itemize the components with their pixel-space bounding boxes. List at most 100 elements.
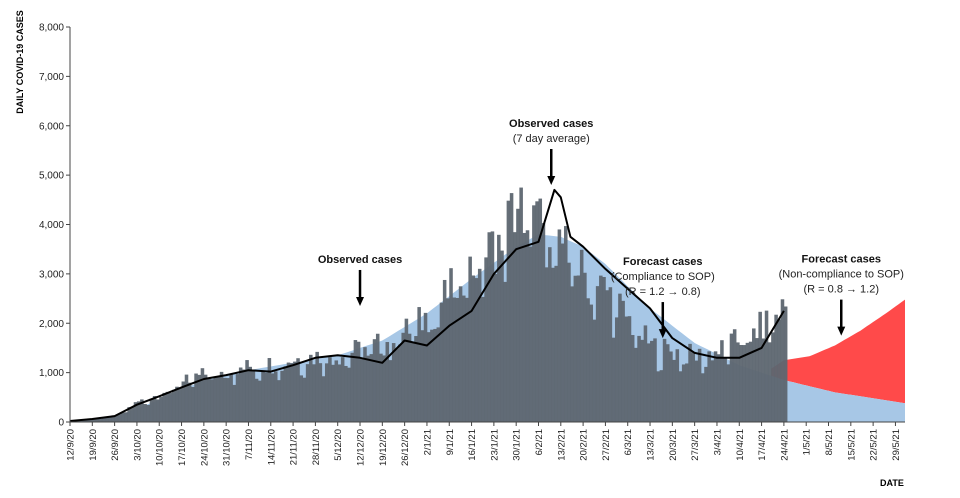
observed-bar	[599, 275, 603, 422]
x-tick-label: 17/10/20	[177, 429, 188, 466]
observed-bar	[452, 297, 456, 422]
observed-bar	[589, 304, 594, 422]
observed-bar	[318, 363, 323, 422]
x-tick-label: 6/3/21	[623, 429, 634, 455]
x-tick-label: 24/4/21	[779, 429, 790, 461]
observed-bar	[513, 232, 517, 422]
observed-bar	[417, 307, 421, 422]
observed-bar	[723, 358, 727, 422]
x-tick-label: 21/11/20	[289, 429, 300, 465]
observed-bar	[194, 373, 198, 422]
observed-bar	[592, 319, 597, 422]
observed-bar	[254, 378, 259, 422]
observed-bar	[493, 273, 498, 422]
observed-bar	[238, 367, 243, 422]
observed-bar	[178, 387, 182, 422]
observed-bar	[197, 374, 202, 422]
observed-bar	[506, 200, 511, 422]
observed-bar	[136, 401, 141, 422]
y-tick-label: 8,000	[39, 23, 64, 34]
observed-bar	[92, 419, 96, 422]
observed-bar	[321, 376, 326, 422]
annotations: Observed cases Observed cases (7 day avera…	[318, 118, 904, 339]
observed-bar	[685, 363, 689, 422]
observed-bar	[500, 250, 504, 422]
observed-bar	[694, 360, 699, 422]
observed-bar	[353, 340, 358, 422]
observed-bar	[583, 272, 587, 422]
observed-bar	[637, 335, 641, 422]
observed-bar	[334, 360, 339, 422]
x-tick-label: 28/11/20	[311, 429, 322, 465]
observed-bar	[650, 340, 654, 422]
observed-bar	[414, 336, 418, 422]
observed-bar	[490, 231, 495, 422]
observed-bar	[229, 374, 233, 422]
observed-bar	[232, 384, 237, 422]
observed-bar	[127, 407, 131, 422]
observed-bar	[273, 371, 278, 422]
observed-bar	[487, 232, 492, 422]
annotation-arrow-head	[356, 296, 365, 306]
observed-bar	[210, 379, 214, 422]
y-tick-label: 5,000	[39, 171, 64, 182]
observed-bar	[289, 363, 294, 422]
observed-bar	[713, 351, 718, 422]
y-tick-label: 1,000	[39, 368, 64, 379]
observed-bar	[133, 402, 138, 422]
observed-bar	[752, 328, 756, 422]
observed-bar	[532, 205, 536, 422]
observed-bar	[697, 348, 702, 422]
observed-bar	[605, 290, 609, 422]
x-tick-label: 8/5/21	[824, 429, 835, 455]
observed-bar	[245, 360, 249, 422]
x-tick-label: 20/3/21	[668, 429, 679, 461]
observed-bar	[117, 414, 122, 422]
observed-bar	[436, 327, 441, 422]
observed-bar	[156, 399, 160, 422]
observed-bar	[528, 246, 533, 422]
observed-bar	[98, 418, 103, 422]
axes: 0 1,000 2,000 3,000 4,000 5,000 6,000 7,000 8,00…	[39, 23, 905, 466]
observed-bar	[430, 329, 434, 422]
observed-bar	[407, 333, 412, 422]
observed-bar	[277, 380, 281, 422]
observed-bar	[124, 412, 128, 422]
observed-bar	[643, 325, 648, 422]
annotation-subtitle: (Compliance to SOP)	[611, 271, 715, 283]
observed-bar	[331, 364, 335, 422]
observed-bar	[140, 399, 144, 422]
observed-bar	[101, 417, 106, 422]
observed-bar	[258, 380, 262, 422]
observed-bar	[710, 360, 715, 422]
x-tick-label: 2/1/21	[422, 429, 433, 455]
observed-bar	[449, 268, 453, 422]
observed-bar	[200, 368, 205, 422]
observed-bar	[736, 342, 740, 422]
observed-bar	[143, 404, 147, 422]
annotation-subtitle: (7 day average)	[513, 133, 590, 145]
observed-bar	[726, 364, 731, 422]
observed-bar	[293, 361, 297, 422]
x-tick-label: 14/11/20	[266, 429, 277, 465]
observed-bar	[270, 373, 275, 422]
observed-bar	[216, 376, 221, 422]
observed-bar	[557, 229, 562, 422]
observed-bar	[312, 364, 316, 422]
observed-bar	[423, 312, 428, 422]
x-tick-label: 10/4/21	[735, 429, 746, 461]
observed-bar	[264, 372, 268, 422]
observed-bar	[433, 328, 437, 422]
observed-bar	[748, 341, 753, 422]
observed-bar	[114, 415, 119, 422]
observed-bar	[755, 338, 759, 422]
observed-bar	[618, 293, 622, 422]
observed-bar	[767, 342, 772, 422]
observed-bar	[535, 201, 539, 422]
x-axis-title: DATE	[880, 478, 904, 488]
x-tick-label: 27/2/21	[601, 429, 612, 461]
observed-bar	[120, 412, 125, 422]
observed-bar	[372, 339, 377, 422]
observed-bar	[665, 344, 670, 422]
